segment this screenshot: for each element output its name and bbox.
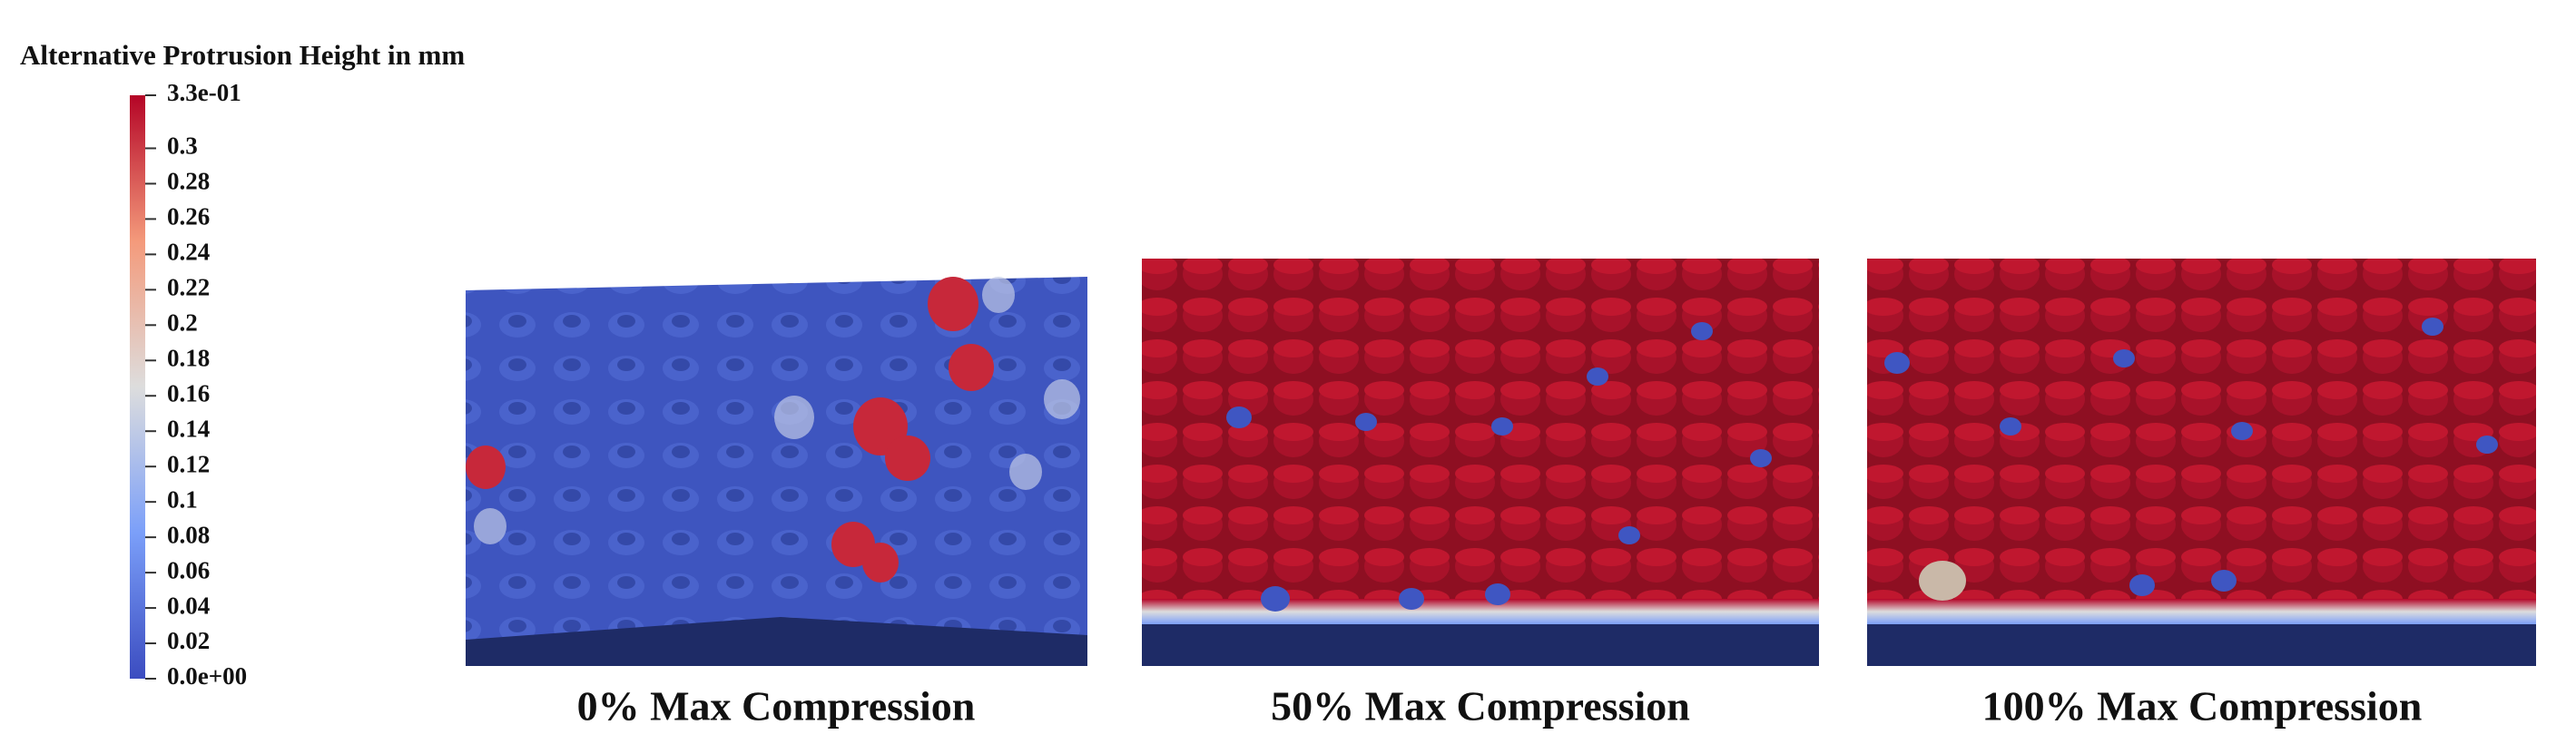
render-panel: [1142, 259, 1819, 666]
tick-label: 0.04: [167, 592, 210, 619]
panel-label: 100% Max Compression: [1982, 683, 2423, 730]
tick-label: 3.3e-01: [167, 79, 241, 106]
tick-label: 0.26: [167, 203, 210, 230]
tick-label: 0.16: [167, 379, 210, 406]
tick-label: 0.06: [167, 556, 210, 583]
tick-label: 0.2: [167, 309, 198, 337]
tick-label: 0.18: [167, 344, 210, 371]
tick-label: 0.14: [167, 415, 210, 442]
render-panel: [466, 277, 1087, 666]
tick-label: 0.08: [167, 521, 210, 548]
tick-label: 0.22: [167, 274, 210, 301]
colorbar-ticks: 3.3e-01 0.3 0.28 0.26 0.24 0.22 0.2 0.18 0.16 0.1…: [145, 79, 247, 690]
colorbar-title: Alternative Protrusion Height in mm: [20, 39, 465, 71]
panel-label: 0% Max Compression: [577, 683, 976, 730]
tick-label: 0.28: [167, 168, 210, 195]
render-panel: [1867, 259, 2536, 666]
colorbar: [130, 95, 145, 679]
tick-label: 0.1: [167, 485, 198, 513]
tick-label: 0.0e+00: [167, 662, 247, 690]
tick-label: 0.02: [167, 627, 210, 654]
panel-label: 50% Max Compression: [1271, 683, 1690, 730]
tick-label: 0.24: [167, 239, 210, 266]
tick-label: 0.12: [167, 450, 210, 477]
tick-label: 0.3: [167, 132, 198, 160]
